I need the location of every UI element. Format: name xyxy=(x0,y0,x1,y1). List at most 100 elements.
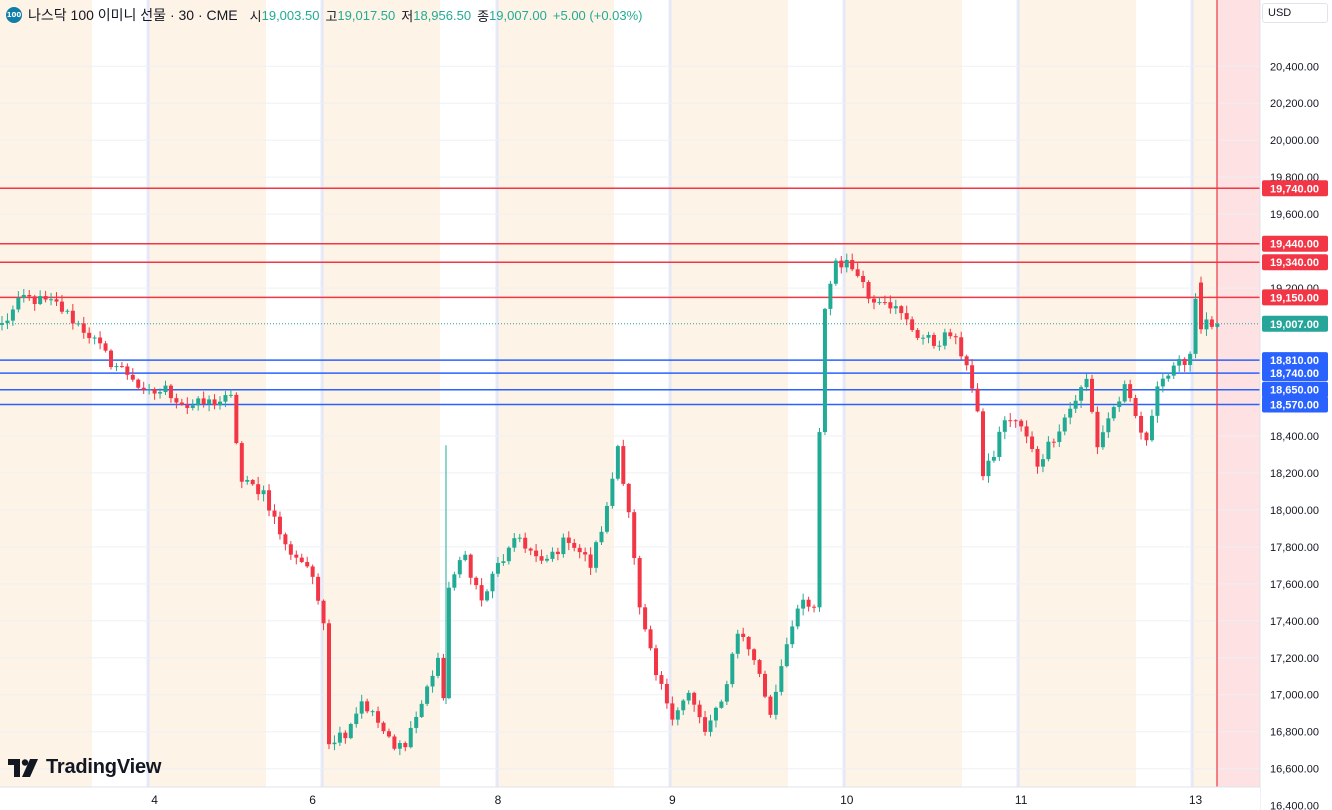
candle-body xyxy=(931,334,936,346)
candle-body xyxy=(517,537,522,539)
candle-body xyxy=(223,395,228,402)
candle-body xyxy=(1084,378,1089,388)
low-label: 저 xyxy=(401,8,414,24)
candle-body xyxy=(81,323,86,333)
price-tick-label: 19,600.00 xyxy=(1270,209,1319,221)
candle-body xyxy=(675,710,680,720)
candle-body xyxy=(752,649,757,661)
candle-body xyxy=(942,332,947,346)
candle-body xyxy=(708,720,713,732)
candle-body xyxy=(724,684,729,702)
price-tick-label: 16,400.00 xyxy=(1270,801,1319,810)
candle-body xyxy=(479,585,484,601)
candle-body xyxy=(790,626,795,645)
candle-body xyxy=(316,576,321,601)
candle-body xyxy=(872,298,876,303)
candle-body xyxy=(741,633,746,638)
candle-body xyxy=(327,623,331,745)
symbol-title[interactable]: 나스닥 100 이미니 선물 · 30 · CME xyxy=(28,7,238,23)
level-price-label-bg xyxy=(1262,254,1328,271)
candle-body xyxy=(261,490,266,495)
candle-body xyxy=(893,306,898,309)
candle-body xyxy=(921,337,926,339)
candle-body xyxy=(158,392,163,394)
candle-body xyxy=(937,345,942,347)
candle-body xyxy=(43,296,48,300)
session-shade xyxy=(844,0,962,787)
candle-body xyxy=(321,600,326,624)
candle-body xyxy=(697,704,702,718)
candle-body xyxy=(539,556,544,561)
candle-body xyxy=(599,531,604,543)
candle-body xyxy=(5,320,10,324)
candle-body xyxy=(381,722,386,732)
candle-body xyxy=(272,510,277,517)
candle-body xyxy=(910,319,915,331)
price-tick-label: 20,000.00 xyxy=(1270,135,1319,147)
candle-body xyxy=(0,323,4,325)
candle-body xyxy=(490,573,495,592)
candle-body xyxy=(501,561,506,563)
watermark-text: TradingView xyxy=(46,756,162,778)
candle-body xyxy=(588,554,593,568)
candle-body xyxy=(485,591,490,601)
level-price-label-bg xyxy=(1262,396,1328,413)
candle-body xyxy=(277,516,282,535)
candle-body xyxy=(621,446,626,484)
candle-body xyxy=(839,260,844,268)
candle-body xyxy=(207,399,212,405)
candle-body xyxy=(98,337,103,344)
candle-body xyxy=(822,308,827,433)
future-zone-shade xyxy=(1217,0,1260,787)
time-tick-label: 4 xyxy=(151,793,158,807)
close-value: 19,007.00 xyxy=(489,7,547,23)
candles-layer xyxy=(0,253,1220,756)
candle-body xyxy=(32,296,37,305)
price-tick-label: 16,800.00 xyxy=(1270,727,1319,739)
candle-body xyxy=(1133,398,1138,416)
candle-body xyxy=(953,336,958,338)
high-value: 19,017.50 xyxy=(337,7,396,23)
candle-body xyxy=(561,537,566,555)
time-tick-label: 6 xyxy=(309,793,316,807)
session-shade xyxy=(148,0,266,787)
candle-body xyxy=(817,432,822,608)
candle-body xyxy=(637,558,642,608)
candle-body xyxy=(103,343,108,351)
candle-body xyxy=(768,696,773,715)
high-label: 고 xyxy=(325,8,338,24)
candle-body xyxy=(185,404,190,408)
candle-body xyxy=(87,332,92,339)
candle-body xyxy=(1144,432,1149,441)
candle-body xyxy=(648,629,653,649)
candle-body xyxy=(136,379,141,388)
level-price-label-bg xyxy=(1262,180,1328,197)
price-tick-label: 18,400.00 xyxy=(1270,431,1319,443)
price-tick-label: 18,000.00 xyxy=(1270,505,1319,517)
time-tick-label: 10 xyxy=(840,793,854,807)
tradingview-watermark[interactable]: TradingView xyxy=(8,756,161,779)
candle-body xyxy=(256,484,261,495)
candle-body xyxy=(386,731,391,737)
candle-body xyxy=(654,648,658,676)
candle-body xyxy=(610,478,615,506)
level-price-label-bg xyxy=(1262,381,1328,398)
candle-body xyxy=(1182,358,1187,365)
candle-body xyxy=(763,673,767,697)
candle-body xyxy=(305,562,310,567)
currency-selector[interactable]: USD xyxy=(1262,3,1328,23)
candle-body xyxy=(354,713,359,725)
candle-body xyxy=(212,399,217,406)
candle-body xyxy=(397,743,402,749)
candle-body xyxy=(54,299,59,302)
change-value: +5.00 (+0.03%) xyxy=(552,7,643,23)
candle-body xyxy=(981,411,985,477)
candle-body xyxy=(1209,319,1214,327)
candle-body xyxy=(1106,418,1111,433)
candle-body xyxy=(27,294,32,297)
symbol-logo-icon[interactable]: 100 xyxy=(6,7,22,23)
candle-body xyxy=(664,683,669,704)
